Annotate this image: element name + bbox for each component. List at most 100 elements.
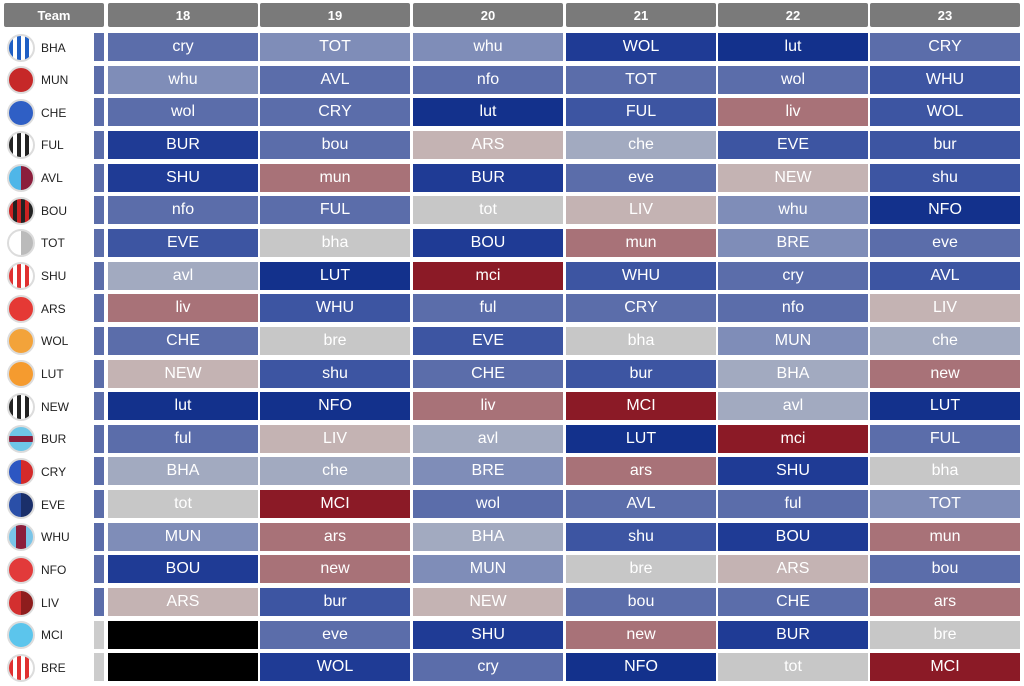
- fixture-cell: nfo: [413, 65, 563, 94]
- row-indicator-strip: [94, 653, 104, 682]
- new-crest-icon: [7, 392, 35, 421]
- fixture-cell: SHU: [413, 620, 563, 649]
- fixture-cell: new: [870, 359, 1020, 388]
- row-indicator-strip: [94, 424, 104, 453]
- fixture-cell: MCI: [566, 392, 716, 421]
- fixture-cell: CHE: [718, 588, 868, 617]
- cry-crest-icon: [7, 457, 35, 486]
- gameweek-header: 22: [718, 3, 868, 27]
- fixture-cell: wol: [718, 65, 868, 94]
- fixture-cell: FUL: [260, 196, 410, 225]
- fixture-cell: BUR: [718, 620, 868, 649]
- fixture-cell: CRY: [566, 294, 716, 323]
- row-indicator-strip: [94, 457, 104, 486]
- row-indicator-strip: [94, 65, 104, 94]
- gameweek-header: 18: [108, 3, 258, 27]
- fixture-cell: TOT: [566, 65, 716, 94]
- fixture-cell: BUR: [108, 130, 258, 159]
- row-indicator-strip: [94, 98, 104, 127]
- fixture-cell: nfo: [718, 294, 868, 323]
- fixture-cell: cry: [108, 33, 258, 61]
- fixture-cell: whu: [718, 196, 868, 225]
- fixture-cell: MUN: [718, 326, 868, 355]
- fixture-cell: CHE: [413, 359, 563, 388]
- fixture-cell: NFO: [870, 196, 1020, 225]
- team-code: MUN: [41, 73, 69, 88]
- fixture-cell: ARS: [413, 130, 563, 159]
- row-indicator-strip: [94, 490, 104, 519]
- lut-crest-icon: [7, 360, 35, 388]
- fixture-cell: EVE: [718, 130, 868, 159]
- bou-crest-icon: [7, 196, 35, 225]
- fixture-cell: che: [566, 130, 716, 159]
- fixture-cell: NEW: [108, 359, 258, 388]
- fixture-cell: BOU: [108, 555, 258, 584]
- fixture-cell: mci: [718, 424, 868, 453]
- fixture-cell: new: [566, 620, 716, 649]
- fixture-cell: NFO: [260, 392, 410, 421]
- liv-crest-icon: [7, 588, 35, 617]
- team-code: BOU: [41, 203, 68, 218]
- fixture-cell: bha: [870, 457, 1020, 486]
- bre-crest-icon: [7, 653, 35, 682]
- team-code: BHA: [41, 40, 66, 55]
- fixture-cell: FUL: [566, 98, 716, 127]
- fixture-cell: new: [260, 555, 410, 584]
- bur-crest-icon: [7, 425, 35, 454]
- fixture-cell: WOL: [566, 33, 716, 61]
- team-code: MCI: [41, 628, 63, 643]
- fixture-cell: ful: [108, 424, 258, 453]
- fixture-cell: WOL: [870, 98, 1020, 127]
- fixture-cell: bou: [870, 555, 1020, 584]
- fixture-cell: eve: [870, 228, 1020, 257]
- shu-crest-icon: [7, 262, 35, 291]
- fixture-cell: TOT: [870, 490, 1020, 519]
- fixture-cell: avl: [413, 424, 563, 453]
- eve-crest-icon: [7, 490, 35, 519]
- gameweek-header: 19: [260, 3, 410, 27]
- fixture-cell: NEW: [413, 588, 563, 617]
- fixture-cell: ful: [413, 294, 563, 323]
- team-code: BRE: [41, 660, 66, 675]
- fixture-cell: liv: [718, 98, 868, 127]
- fixture-cell: SHU: [718, 457, 868, 486]
- fixture-cell: bre: [260, 326, 410, 355]
- row-indicator-strip: [94, 392, 104, 421]
- team-code: CRY: [41, 464, 67, 479]
- fixture-cell: cry: [718, 261, 868, 290]
- fixture-cell: bur: [566, 359, 716, 388]
- fixture-cell: LIV: [566, 196, 716, 225]
- ars-crest-icon: [7, 294, 35, 323]
- row-indicator-strip: [94, 228, 104, 257]
- team-code: SHU: [41, 269, 67, 284]
- fixture-cell: MCI: [870, 653, 1020, 682]
- bha-crest-icon: [7, 33, 35, 62]
- team-code: LUT: [41, 367, 64, 381]
- row-indicator-strip: [94, 620, 104, 649]
- fixture-cell: SHU: [108, 163, 258, 192]
- gameweek-header: 23: [870, 3, 1020, 27]
- fixture-cell: tot: [413, 196, 563, 225]
- mci-crest-icon: [7, 621, 35, 650]
- fixture-cell: MUN: [108, 522, 258, 551]
- fixture-cell: WHU: [870, 65, 1020, 94]
- fixture-cell: mun: [260, 163, 410, 192]
- team-column-header: Team: [4, 3, 104, 27]
- fixture-cell: WHU: [566, 261, 716, 290]
- row-indicator-strip: [94, 555, 104, 584]
- wol-crest-icon: [7, 327, 35, 356]
- fixture-cell: ars: [870, 588, 1020, 617]
- team-code: AVL: [41, 171, 63, 186]
- fixture-cell: WOL: [260, 653, 410, 682]
- fixture-cell: LIV: [870, 294, 1020, 323]
- team-code: WHU: [41, 530, 70, 545]
- row-indicator-strip: [94, 359, 104, 388]
- fixture-cell: BHA: [108, 457, 258, 486]
- row-indicator-strip: [94, 588, 104, 617]
- avl-crest-icon: [7, 164, 35, 193]
- fixture-cell: AVL: [870, 261, 1020, 290]
- gameweek-header: 20: [413, 3, 563, 27]
- fixture-cell: EVE: [108, 228, 258, 257]
- fixture-cell: wol: [413, 490, 563, 519]
- fixture-cell: ars: [566, 457, 716, 486]
